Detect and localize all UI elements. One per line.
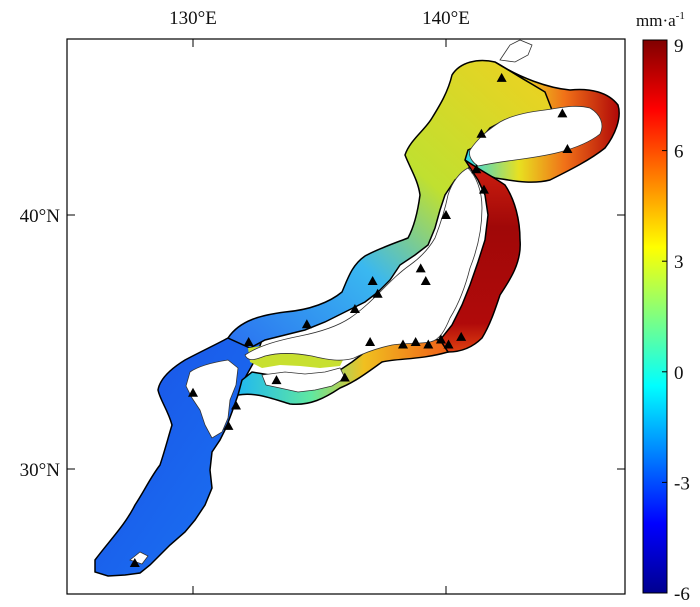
station-marker-2 <box>557 108 568 118</box>
colorbar-tick-label-1: 6 <box>674 142 684 163</box>
colorbar-tick-label-2: 3 <box>674 252 684 273</box>
land-hokkaido <box>469 105 603 167</box>
station-marker-3 <box>476 128 487 138</box>
coastal-trend-bands <box>94 39 620 577</box>
station-marker-1 <box>496 72 507 82</box>
land-kyushu <box>185 359 239 439</box>
station-marker-14 <box>243 337 254 346</box>
station-marker-4 <box>562 143 573 153</box>
colorbar-tick-label-3: 0 <box>674 363 684 384</box>
station-marker-15 <box>365 337 376 346</box>
station-marker-17 <box>423 339 434 349</box>
station-marker-5 <box>471 164 482 174</box>
station-marker-11 <box>372 288 383 298</box>
colorbar <box>642 39 668 594</box>
station-marker-13 <box>301 319 312 329</box>
colorbar-tick-label-5: -6 <box>674 584 690 605</box>
station-marker-22 <box>339 372 350 382</box>
land-shikoku <box>261 367 346 393</box>
station-marker-21 <box>397 339 408 349</box>
station-marker-9 <box>420 276 431 286</box>
station-marker-7 <box>441 210 451 219</box>
colorbar-unit: mm·a-1 <box>636 10 685 30</box>
colorbar-ticks: 9 6 3 0 -3 -6 <box>662 36 690 605</box>
colorbar-tick-label-0: 9 <box>674 36 684 57</box>
land-sakhalin-tip <box>499 39 533 63</box>
station-marker-27 <box>129 557 140 567</box>
station-marker-20 <box>456 331 467 341</box>
land-honshu <box>244 167 483 361</box>
colorbar-unit-text: mm·a <box>636 11 676 30</box>
station-marker-25 <box>231 400 242 410</box>
lon-label-130e: 130°E <box>169 8 217 29</box>
land <box>129 39 603 565</box>
station-marker-6 <box>478 184 489 194</box>
axis-ticks <box>67 39 625 594</box>
lat-label-30n: 30°N <box>20 460 61 481</box>
station-marker-24 <box>188 387 198 397</box>
station-marker-12 <box>349 303 360 313</box>
station-marker-10 <box>367 276 378 286</box>
colorbar-unit-exponent: -1 <box>676 10 685 22</box>
lat-label-40n: 40°N <box>20 206 61 227</box>
colorbar-tick-label-4: -3 <box>674 473 690 494</box>
station-markers <box>129 72 573 567</box>
lon-label-140e: 140°E <box>422 8 470 29</box>
station-marker-26 <box>223 420 234 430</box>
station-marker-18 <box>435 334 446 344</box>
station-marker-23 <box>271 375 282 385</box>
station-marker-8 <box>415 263 426 273</box>
station-marker-16 <box>410 337 421 346</box>
station-marker-19 <box>443 339 454 349</box>
